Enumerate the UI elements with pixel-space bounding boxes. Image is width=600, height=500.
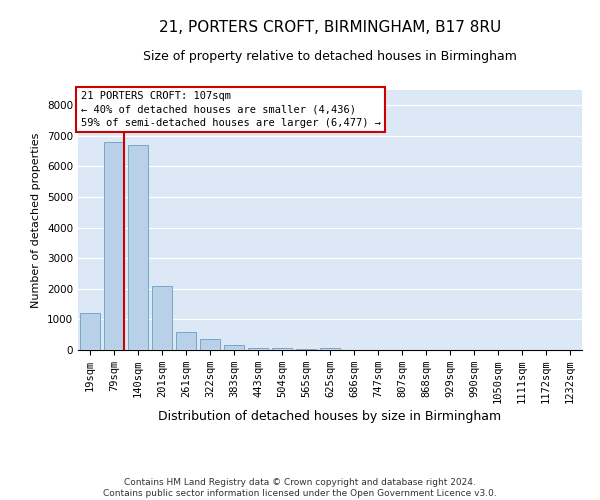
- Text: 21 PORTERS CROFT: 107sqm
← 40% of detached houses are smaller (4,436)
59% of sem: 21 PORTERS CROFT: 107sqm ← 40% of detach…: [80, 92, 380, 128]
- Bar: [200, 340, 220, 350]
- Bar: [296, 349, 316, 350]
- Bar: [248, 348, 268, 350]
- Bar: [176, 332, 196, 350]
- Text: Size of property relative to detached houses in Birmingham: Size of property relative to detached ho…: [143, 50, 517, 63]
- Bar: [320, 348, 340, 350]
- Y-axis label: Number of detached properties: Number of detached properties: [31, 132, 41, 308]
- Bar: [272, 348, 292, 350]
- Bar: [104, 142, 124, 350]
- Bar: [128, 145, 148, 350]
- Text: Contains HM Land Registry data © Crown copyright and database right 2024.
Contai: Contains HM Land Registry data © Crown c…: [103, 478, 497, 498]
- Text: 21, PORTERS CROFT, BIRMINGHAM, B17 8RU: 21, PORTERS CROFT, BIRMINGHAM, B17 8RU: [159, 20, 501, 35]
- X-axis label: Distribution of detached houses by size in Birmingham: Distribution of detached houses by size …: [158, 410, 502, 424]
- Bar: [80, 314, 100, 350]
- Bar: [224, 346, 244, 350]
- Bar: [152, 286, 172, 350]
